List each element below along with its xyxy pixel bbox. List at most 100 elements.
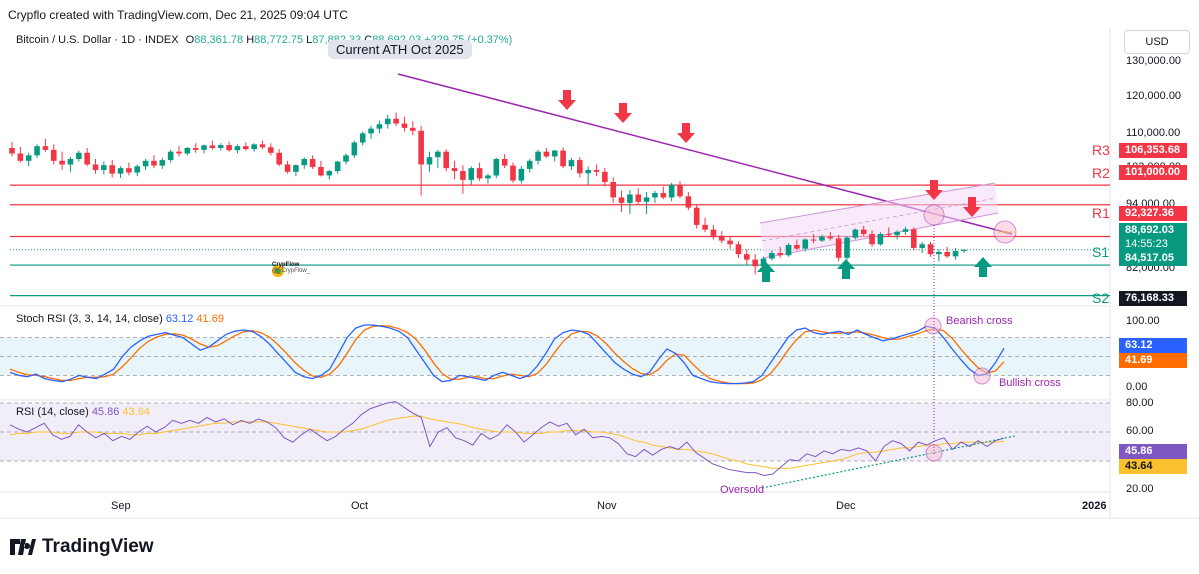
candle-body [309, 158, 316, 168]
stoch-k-tag: 63.12 [1119, 338, 1187, 353]
resistance-arrow-icon [925, 180, 943, 200]
candle-body [67, 158, 74, 165]
candle-body [234, 146, 241, 151]
bullish-cross-marker [973, 367, 991, 385]
candle-body [869, 234, 875, 245]
candle-body [359, 133, 366, 143]
time-tick: Sep [111, 500, 131, 512]
candle-body [660, 193, 667, 198]
candle-body [76, 152, 82, 159]
candle-body [418, 130, 424, 165]
candle-body [59, 160, 65, 165]
brand-name: TradingView [42, 536, 154, 557]
candle-body [885, 234, 892, 236]
channel-upper [759, 182, 996, 224]
candle-body [201, 145, 207, 150]
candle-body [860, 229, 867, 235]
candle-body [560, 150, 566, 167]
candle-body [435, 151, 441, 158]
oversold-label: Oversold [720, 484, 765, 496]
support-arrow-icon [974, 257, 992, 277]
candle-body [126, 168, 132, 173]
candle-body [476, 168, 483, 179]
candle-body [702, 224, 708, 230]
resistance-arrow-icon [558, 90, 576, 110]
candle-body [343, 155, 349, 162]
price-tick: 120,000.00 [1126, 90, 1182, 102]
candle-body [117, 168, 124, 174]
candle-body [902, 229, 909, 232]
high-label: H [246, 34, 255, 46]
rsi-tag: 45.86 [1119, 444, 1187, 459]
candle-body [426, 157, 433, 165]
candle-body [17, 153, 24, 161]
candle-body [852, 229, 859, 238]
candle-body [952, 250, 959, 257]
currency-button[interactable]: USD [1124, 30, 1190, 54]
candle-body [301, 158, 308, 166]
candle-body [543, 151, 550, 157]
candle-body [451, 168, 458, 172]
candle-body [802, 239, 809, 249]
candle-body [318, 167, 324, 176]
stoch-title: Stoch RSI (3, 3, 14, 14, close) [16, 313, 163, 325]
candle-body [668, 184, 675, 198]
candle-body [961, 249, 967, 251]
candle-body [293, 165, 299, 172]
candle-body [785, 245, 792, 256]
rsi-ma-value: 43.64 [122, 406, 150, 418]
s1-label: S1 [1092, 244, 1110, 260]
candle-body [535, 151, 541, 161]
rsi-legend: RSI (14, close) 45.86 43.64 [16, 406, 150, 418]
candle-body [50, 149, 57, 161]
resistance-arrow-icon [614, 103, 632, 123]
candle-body [752, 259, 758, 267]
stoch-k-line [9, 324, 1005, 385]
candle-body [727, 240, 733, 245]
r2-price-tag: 101,000.00 [1119, 165, 1187, 180]
rsi-trendline [761, 435, 1016, 489]
rsi-tick: 80.00 [1126, 397, 1154, 409]
chart-credit: Crypflo created with TradingView.com, De… [8, 8, 348, 22]
candle-body [927, 244, 934, 255]
candle-body [209, 145, 216, 149]
candle-body [192, 148, 199, 150]
candle-body [393, 118, 399, 124]
stoch-d-value: 41.69 [196, 313, 224, 325]
bearish-cross-marker [924, 317, 942, 335]
candle-body [92, 164, 99, 170]
price-tick: 130,000.00 [1126, 55, 1182, 67]
candle-body [101, 165, 107, 170]
candle-body [652, 193, 658, 198]
candle-body [936, 251, 942, 255]
r1-label: R1 [1092, 205, 1110, 221]
candle-body [518, 168, 525, 181]
open-label: O [185, 34, 195, 46]
resistance-arrow-icon [963, 197, 981, 217]
rsi-tick: 20.00 [1126, 483, 1154, 495]
candle-body [34, 146, 40, 156]
candle-body [217, 145, 224, 149]
low-label: L [306, 34, 313, 46]
tradingview-logo-icon [10, 539, 36, 555]
candle-body [593, 169, 600, 172]
stoch-k-value: 63.12 [165, 313, 194, 325]
candle-body [176, 151, 182, 154]
candle-body [134, 166, 141, 173]
s2-label: S2 [1092, 290, 1110, 306]
symbol-name: Bitcoin / U.S. Dollar · 1D · INDEX [16, 34, 179, 46]
candle-body [635, 194, 642, 202]
watermark-name: CrypFlow [272, 262, 300, 268]
current-price-marker [993, 220, 1017, 244]
rsi-title: RSI (14, close) [16, 406, 89, 418]
candle-body [84, 152, 90, 165]
candle-body [410, 127, 416, 131]
high-value: 88,772.75 [254, 34, 304, 46]
open-value: 88,361.78 [194, 34, 244, 46]
rsi-value: 45.86 [91, 406, 120, 418]
candle-body [401, 123, 408, 128]
candle-body [810, 239, 817, 241]
candle-body [243, 146, 249, 150]
support-arrow-icon [837, 259, 855, 279]
